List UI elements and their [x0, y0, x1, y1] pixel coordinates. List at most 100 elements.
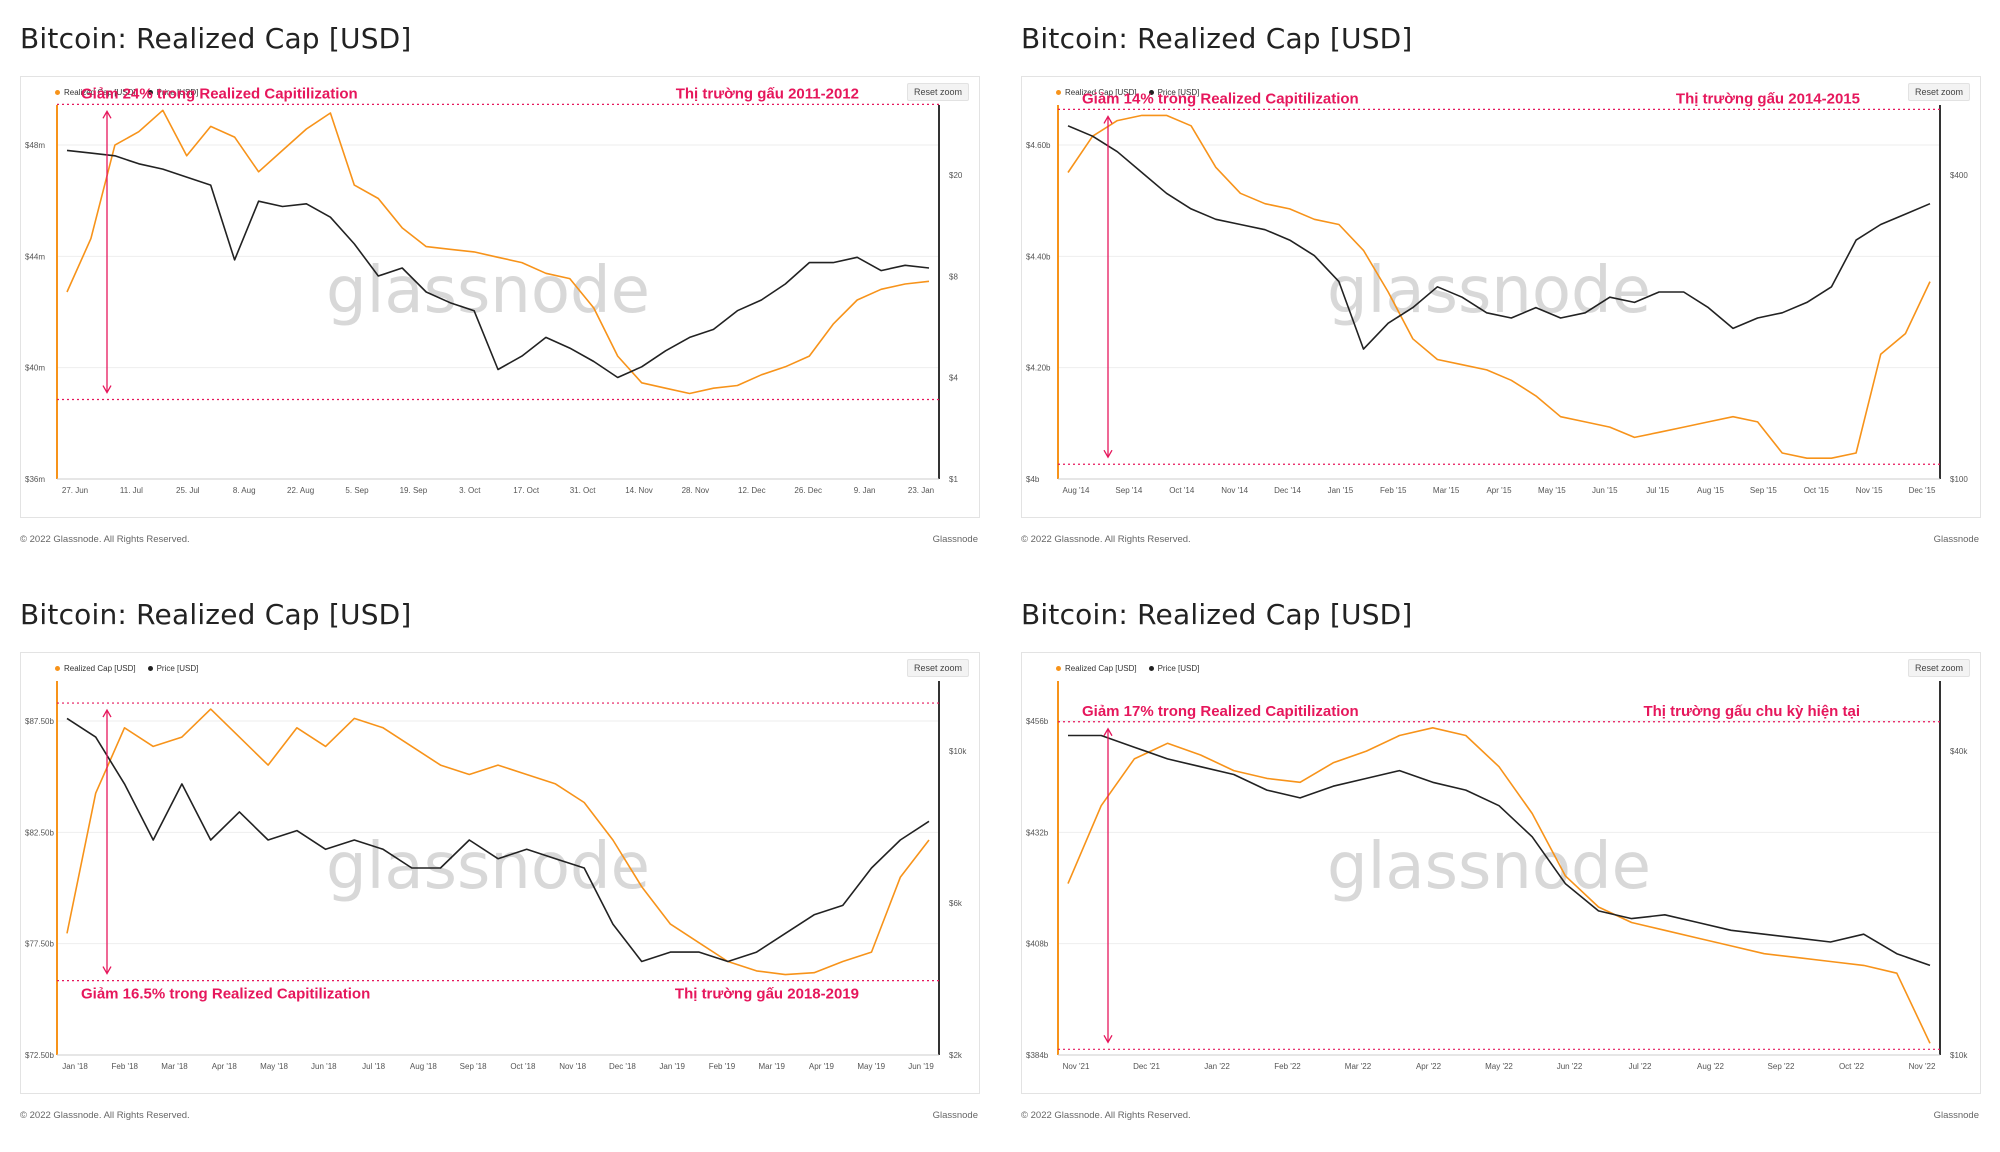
- x-tick-label: 17. Oct: [513, 486, 540, 495]
- chart-area[interactable]: Realized Cap [USD] Price [USD] Reset zoo…: [20, 652, 980, 1094]
- series-line-realized-cap: [66, 109, 930, 395]
- x-tick-label: May '22: [1485, 1062, 1513, 1071]
- arrow-head-icon: [102, 966, 112, 975]
- x-tick-label: Jun '22: [1557, 1062, 1583, 1071]
- arrow-head-icon: [1103, 115, 1113, 124]
- reset-zoom-button[interactable]: Reset zoom: [1907, 659, 1970, 677]
- x-tick-label: Dec '21: [1133, 1062, 1160, 1071]
- series-line-price: [66, 149, 930, 379]
- chart-panel-3: Bitcoin: Realized Cap [USD] Realized Cap…: [20, 580, 980, 1140]
- arrow-head-icon: [1103, 1034, 1113, 1044]
- reset-zoom-button[interactable]: Reset zoom: [906, 83, 969, 101]
- x-tick-label: Aug '14: [1063, 486, 1090, 495]
- legend-label: Realized Cap [USD]: [64, 664, 136, 673]
- x-tick-label: Jun '15: [1592, 486, 1618, 495]
- legend-item-price[interactable]: Price [USD]: [1148, 88, 1200, 97]
- legend-item-realized[interactable]: Realized Cap [USD]: [1056, 664, 1137, 673]
- panel-title: Bitcoin: Realized Cap [USD]: [1021, 598, 1413, 631]
- x-tick-label: Aug '15: [1697, 486, 1724, 495]
- y-tick-label: $432b: [1026, 828, 1049, 837]
- x-tick-label: Jul '18: [362, 1062, 385, 1071]
- legend-dot-icon: [1056, 90, 1061, 95]
- footer-copyright: © 2022 Glassnode. All Rights Reserved.: [20, 1110, 190, 1121]
- chart-area[interactable]: Realized Cap [USD] Price [USD] Reset zoo…: [1021, 652, 1981, 1094]
- x-tick-label: Apr '22: [1416, 1062, 1442, 1071]
- annotation-left-text: Giảm 17% trong Realized Capitilization: [1082, 703, 1359, 720]
- footer-brand: Glassnode: [932, 534, 978, 545]
- x-tick-label: Feb '15: [1380, 486, 1407, 495]
- x-tick-label: Dec '14: [1274, 486, 1301, 495]
- arrow-head-icon: [102, 110, 112, 119]
- chart-area[interactable]: Realized Cap [USD] Price [USD] Reset zoo…: [1021, 76, 1981, 518]
- series-line-realized-cap: [66, 708, 930, 976]
- x-tick-label: Jan '19: [659, 1062, 685, 1071]
- y-right-tick-label: $10k: [949, 747, 967, 756]
- y-right-tick-label: $8: [949, 272, 958, 281]
- x-tick-label: 14. Nov: [625, 486, 653, 495]
- x-tick-label: May '19: [857, 1062, 885, 1071]
- series-line-price: [1067, 125, 1931, 350]
- legend-dot-icon: [1056, 666, 1061, 671]
- legend-item-realized[interactable]: Realized Cap [USD]: [1056, 88, 1137, 97]
- legend-item-realized[interactable]: Realized Cap [USD]: [55, 88, 136, 97]
- chart-panel-2: Bitcoin: Realized Cap [USD] Realized Cap…: [1021, 4, 1981, 564]
- x-tick-label: Jun '19: [908, 1062, 934, 1071]
- legend-label: Price [USD]: [1157, 88, 1200, 97]
- legend-item-price[interactable]: Price [USD]: [1148, 664, 1200, 673]
- series-line-price: [66, 717, 930, 963]
- arrow-head-icon: [1103, 449, 1113, 459]
- y-tick-label: $384b: [1026, 1051, 1049, 1060]
- x-tick-label: Sep '18: [460, 1062, 487, 1071]
- reset-zoom-button[interactable]: Reset zoom: [1907, 83, 1970, 101]
- x-tick-label: 22. Aug: [287, 486, 314, 495]
- chart-svg: $87.50b $82.50b $77.50b $72.50b $10k $6k $2k Ja…: [25, 681, 967, 1071]
- watermark: glassnode: [1327, 254, 1651, 328]
- y-tick-label: $77.50b: [25, 940, 54, 949]
- x-tick-label: May '15: [1538, 486, 1566, 495]
- panel-title: Bitcoin: Realized Cap [USD]: [20, 22, 412, 55]
- y-right-tick-label: $2k: [949, 1051, 963, 1060]
- chart-panel-4: Bitcoin: Realized Cap [USD] Realized Cap…: [1021, 580, 1981, 1140]
- legend-dot-icon: [1148, 666, 1154, 671]
- reset-zoom-button[interactable]: Reset zoom: [906, 659, 969, 677]
- series-line-price: [1068, 734, 1931, 967]
- x-tick-label: Oct '15: [1804, 486, 1830, 495]
- chart-area[interactable]: Realized Cap [USD] Price [USD] Reset zoo…: [20, 76, 980, 518]
- legend: Realized Cap [USD] Price [USD]: [55, 88, 198, 97]
- x-tick-label: Sep '14: [1115, 486, 1142, 495]
- y-tick-label: $72.50b: [25, 1051, 54, 1060]
- x-tick-label: 3. Oct: [459, 486, 481, 495]
- y-tick-label: $44m: [25, 252, 45, 261]
- legend-label: Realized Cap [USD]: [1065, 88, 1137, 97]
- y-tick-label: $48m: [25, 141, 45, 150]
- y-tick-label: $36m: [25, 475, 45, 484]
- y-right-tick-label: $4: [949, 374, 958, 383]
- y-right-tick-label: $1: [949, 475, 958, 484]
- legend: Realized Cap [USD] Price [USD]: [1056, 88, 1199, 97]
- legend-item-price[interactable]: Price [USD]: [147, 88, 198, 97]
- y-tick-label: $4.40b: [1026, 252, 1051, 261]
- x-tick-label: Mar '19: [758, 1062, 785, 1071]
- x-tick-label: 9. Jan: [854, 486, 876, 495]
- watermark: glassnode: [1327, 830, 1651, 904]
- legend-dot-icon: [1148, 90, 1154, 95]
- footer-copyright: © 2022 Glassnode. All Rights Reserved.: [20, 534, 190, 545]
- series-line-realized-cap: [1067, 114, 1931, 460]
- x-tick-label: Oct '18: [510, 1062, 536, 1071]
- arrow-head-icon: [102, 385, 112, 394]
- legend-item-realized[interactable]: Realized Cap [USD]: [55, 664, 136, 673]
- x-tick-label: 19. Sep: [400, 486, 428, 495]
- x-tick-label: Feb '18: [112, 1062, 139, 1071]
- x-tick-label: Oct '14: [1169, 486, 1195, 495]
- legend-label: Price [USD]: [1157, 664, 1200, 673]
- legend-item-price[interactable]: Price [USD]: [147, 664, 199, 673]
- x-tick-label: Jan '22: [1204, 1062, 1230, 1071]
- x-tick-label: May '18: [260, 1062, 288, 1071]
- arrow-head-icon: [1103, 727, 1113, 737]
- x-tick-label: Apr '18: [212, 1062, 238, 1071]
- y-tick-label: $456b: [1026, 717, 1049, 726]
- legend-dot-icon: [55, 666, 60, 671]
- x-tick-label: Aug '22: [1697, 1062, 1724, 1071]
- legend: Realized Cap [USD] Price [USD]: [1056, 664, 1199, 673]
- legend-label: Price [USD]: [156, 664, 199, 673]
